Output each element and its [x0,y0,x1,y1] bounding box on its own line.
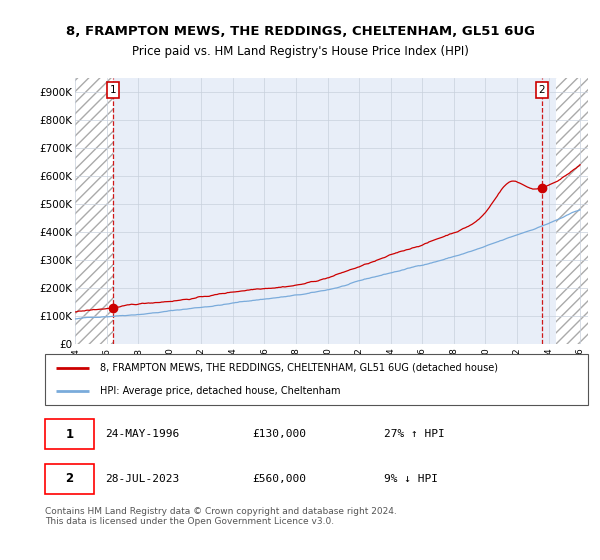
Text: 28-JUL-2023: 28-JUL-2023 [105,474,179,484]
Text: 2: 2 [538,85,545,95]
Text: 1: 1 [109,85,116,95]
Bar [556,78,588,344]
Text: 24-MAY-1996: 24-MAY-1996 [105,429,179,439]
Text: 27% ↑ HPI: 27% ↑ HPI [383,429,444,439]
Text: Contains HM Land Registry data © Crown copyright and database right 2024.
This d: Contains HM Land Registry data © Crown c… [45,507,397,526]
Text: £130,000: £130,000 [253,429,307,439]
Text: 1: 1 [65,427,74,441]
Text: 2: 2 [65,472,74,486]
FancyBboxPatch shape [45,354,588,405]
Bar [75,78,113,344]
Text: 8, FRAMPTON MEWS, THE REDDINGS, CHELTENHAM, GL51 6UG (detached house): 8, FRAMPTON MEWS, THE REDDINGS, CHELTENH… [100,363,497,373]
FancyBboxPatch shape [45,419,94,449]
Text: 9% ↓ HPI: 9% ↓ HPI [383,474,437,484]
FancyBboxPatch shape [45,464,94,494]
Text: 8, FRAMPTON MEWS, THE REDDINGS, CHELTENHAM, GL51 6UG: 8, FRAMPTON MEWS, THE REDDINGS, CHELTENH… [65,25,535,38]
Text: £560,000: £560,000 [253,474,307,484]
Text: Price paid vs. HM Land Registry's House Price Index (HPI): Price paid vs. HM Land Registry's House … [131,45,469,58]
Text: HPI: Average price, detached house, Cheltenham: HPI: Average price, detached house, Chel… [100,386,340,396]
